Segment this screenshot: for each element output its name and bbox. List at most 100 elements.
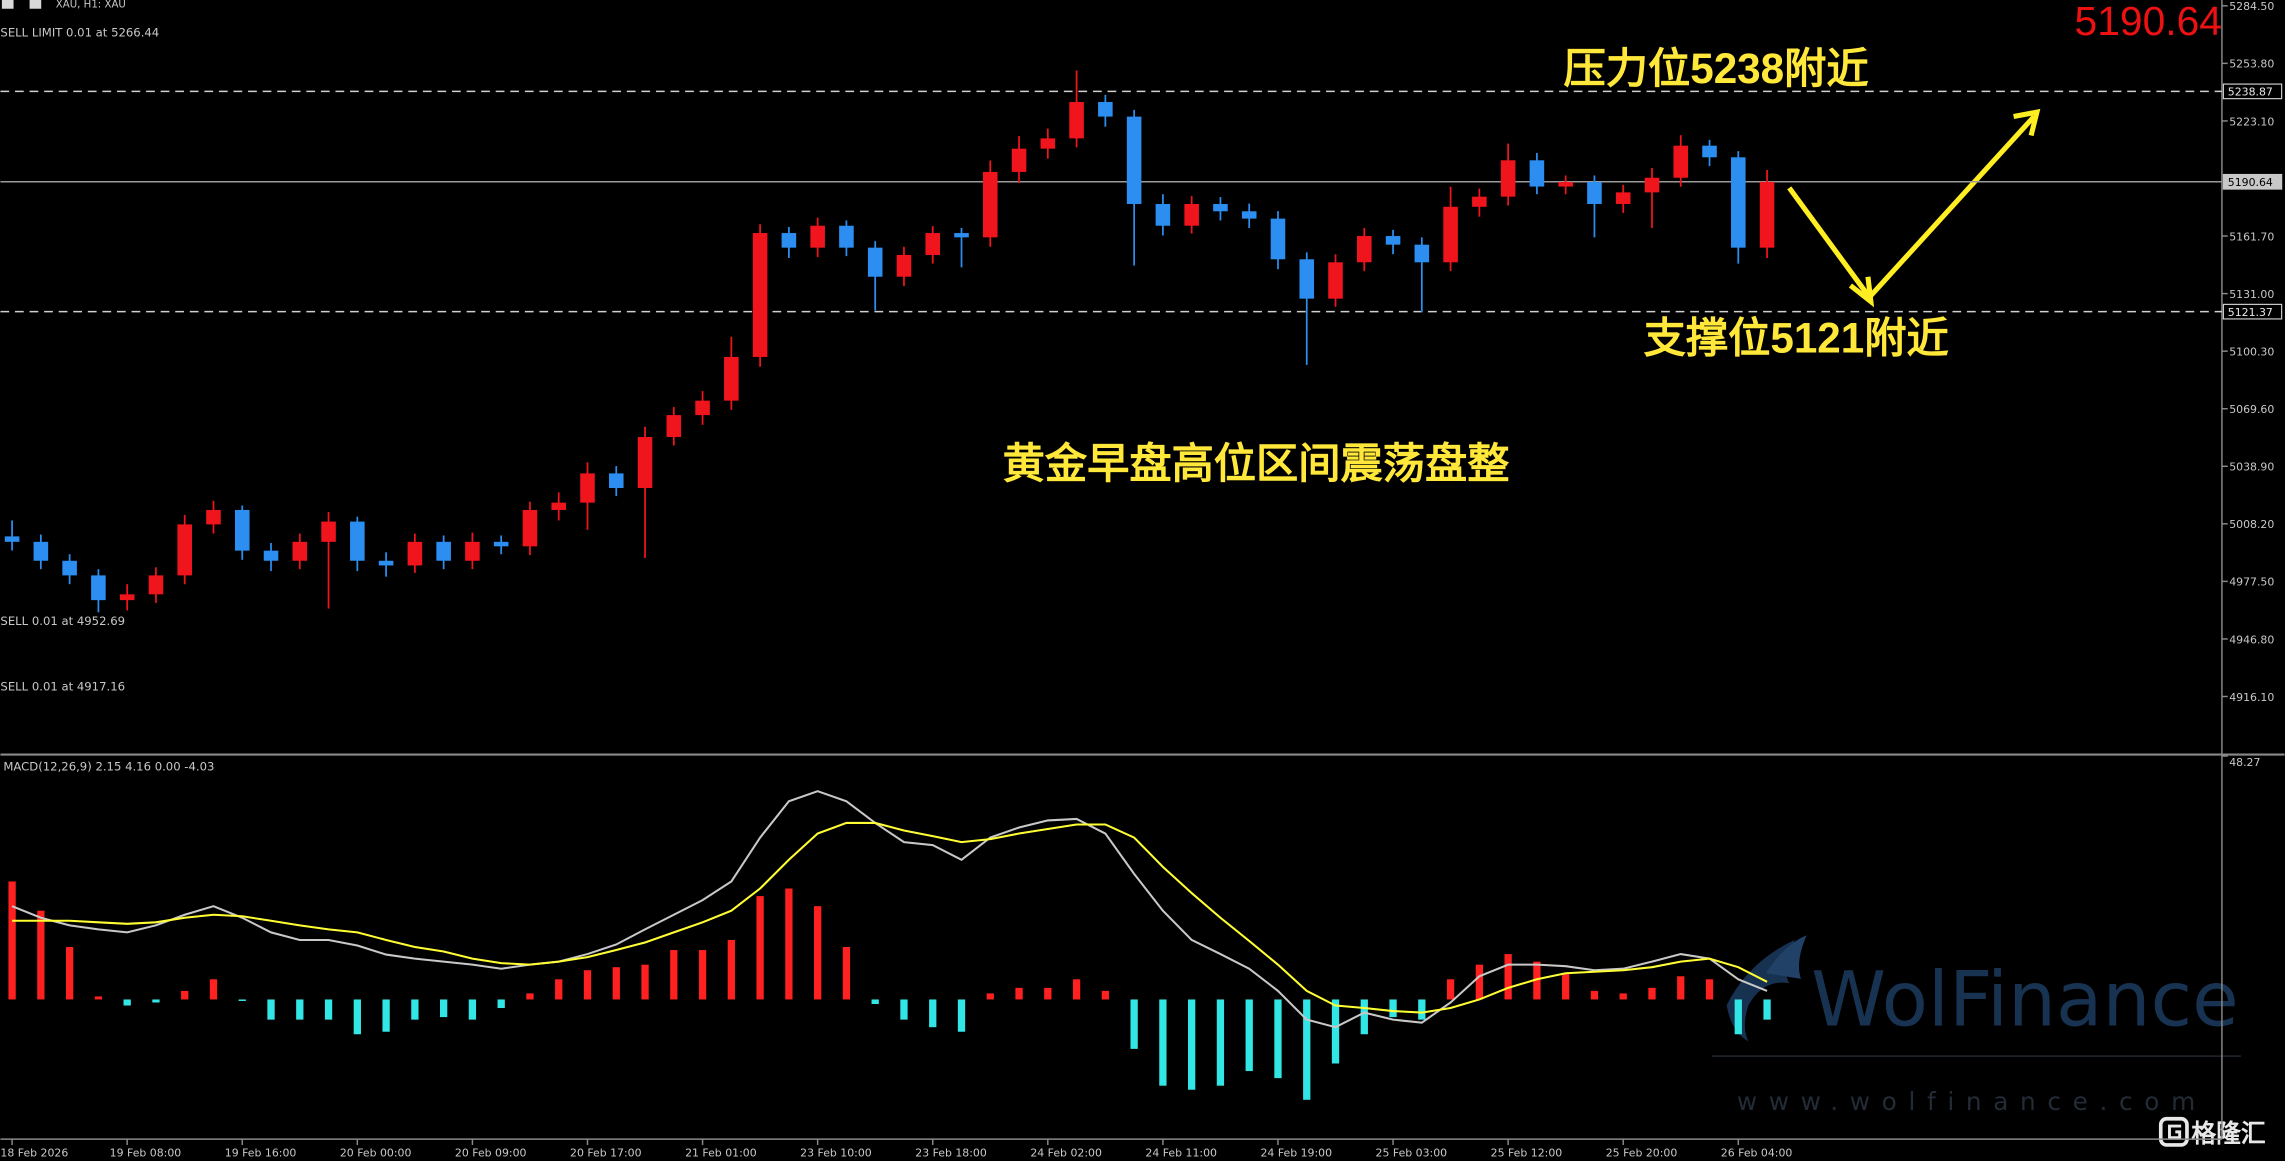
candle-body (91, 575, 106, 601)
candle-body (925, 233, 941, 255)
macd-bar (65, 947, 74, 1000)
price-box-label: 5238.87 (2228, 86, 2273, 99)
macd-bar (583, 970, 592, 1000)
logo-icon (2168, 1124, 2182, 1140)
x-tick-label: 26 Feb 04:00 (1721, 1147, 1793, 1160)
macd-bar (497, 999, 505, 1009)
y-tick-label: 5038.90 (2229, 461, 2274, 474)
y-tick-label: 5008.20 (2229, 518, 2274, 531)
candle-body (810, 225, 825, 248)
price-box (2222, 173, 2283, 190)
candle-body (1011, 148, 1027, 172)
macd-bar (1159, 999, 1167, 1086)
candle-body (608, 473, 624, 489)
annotation-text: 5238 (1690, 45, 1784, 92)
macd-bar (1072, 979, 1081, 1000)
macd-bar (900, 999, 908, 1020)
candle-body (781, 233, 797, 248)
macd-bar (181, 990, 189, 1000)
watermark: WolFinance www.wolfinance.com (1712, 935, 2241, 1116)
macd-bar (1677, 976, 1685, 1000)
annotation-text: 附近 (1784, 43, 1868, 93)
candle-body (465, 541, 480, 561)
annotation-text: 黄金早盘高位区间震荡盘整 (1003, 438, 1510, 488)
candle-body (148, 575, 164, 595)
y-tick-label: 5161.70 (2229, 230, 2274, 243)
macd-bar (238, 999, 246, 1001)
macd-bar (1504, 954, 1512, 1000)
macd-bar (353, 999, 361, 1035)
y-tick-label: 4946.80 (2229, 633, 2274, 646)
macd-bar (698, 950, 707, 1000)
macd-bar (1446, 979, 1455, 1000)
annotation-text: 附近 (1864, 313, 1948, 363)
candle-body (954, 233, 969, 238)
symbol-label: XAU, H1: XAU (56, 0, 126, 10)
watermark-url: www.wolfinance.com (1737, 1087, 2207, 1116)
annotation: 黄金早盘高位区间震荡盘整 (1003, 438, 1510, 488)
macd-bar (382, 999, 390, 1032)
candle-body (1558, 182, 1573, 187)
macd-bar (411, 999, 419, 1020)
candle-body (350, 521, 365, 561)
candle-body (1385, 236, 1401, 245)
macd-bar (1188, 999, 1196, 1090)
order-label: SELL 0.01 at 4917.16 (0, 679, 125, 693)
y-tick-label: 5284.50 (2229, 0, 2274, 13)
x-tick-label: 18 Feb 2026 (0, 1147, 68, 1160)
candle-body (522, 509, 538, 547)
x-tick-label: 23 Feb 18:00 (915, 1147, 987, 1160)
macd-bar (209, 979, 218, 1000)
macd-bar (842, 947, 851, 1000)
candle-body (263, 550, 279, 561)
y-tick-label: 4916.10 (2229, 691, 2274, 704)
price-box (2222, 83, 2283, 100)
y-tick-label: 48.27 (2229, 756, 2260, 769)
macd-bar (871, 999, 879, 1004)
arrow-head (1848, 276, 1875, 308)
macd-bar (670, 950, 678, 1000)
candle-body (1472, 196, 1487, 207)
macd-bar (1044, 987, 1052, 1000)
y-tick-label: 5223.10 (2229, 115, 2274, 128)
flag-icon (1, 0, 14, 9)
candle-body (1241, 211, 1257, 219)
candle-body (1759, 181, 1775, 248)
candle-body (1357, 236, 1372, 263)
macd-bar (957, 999, 966, 1032)
x-tick-label: 21 Feb 01:00 (685, 1147, 757, 1160)
watermark-brand: WolFinance (1811, 956, 2239, 1044)
candle-body (493, 541, 509, 547)
x-tick-label: 24 Feb 02:00 (1030, 1147, 1102, 1160)
y-tick-label: 5253.80 (2229, 58, 2274, 71)
macd-bar (1734, 999, 1742, 1035)
macd-bar (526, 993, 534, 1000)
y-tick-label: 5100.30 (2229, 346, 2274, 359)
x-tick-label: 20 Feb 17:00 (570, 1147, 642, 1160)
watermark-logo (1765, 935, 1807, 979)
annotation-text: 压力位 (1563, 43, 1690, 93)
candle-body (234, 509, 250, 551)
y-tick-label: 5131.00 (2229, 288, 2274, 301)
candle-body (1155, 203, 1171, 226)
candle-body (1587, 182, 1602, 204)
macd-bar (1331, 999, 1340, 1064)
macd-bar (727, 939, 735, 1000)
candle-body (580, 473, 595, 503)
macd-bar (1245, 999, 1253, 1072)
x-tick-label: 24 Feb 19:00 (1260, 1147, 1332, 1160)
x-tick-label: 25 Feb 03:00 (1376, 1147, 1448, 1160)
candle-body (177, 524, 192, 576)
candle-body (1731, 157, 1746, 248)
macd-bar (1389, 999, 1397, 1018)
current-price: 5190.64 (2075, 0, 2222, 44)
candle-body (407, 541, 423, 566)
macd-bar (94, 996, 103, 1000)
macd-bar (1562, 973, 1570, 1000)
macd-bar (324, 999, 333, 1020)
candle-body (839, 225, 854, 248)
candle-body (1702, 145, 1717, 158)
annotation: 支撑位5121附近 (1644, 313, 1949, 363)
